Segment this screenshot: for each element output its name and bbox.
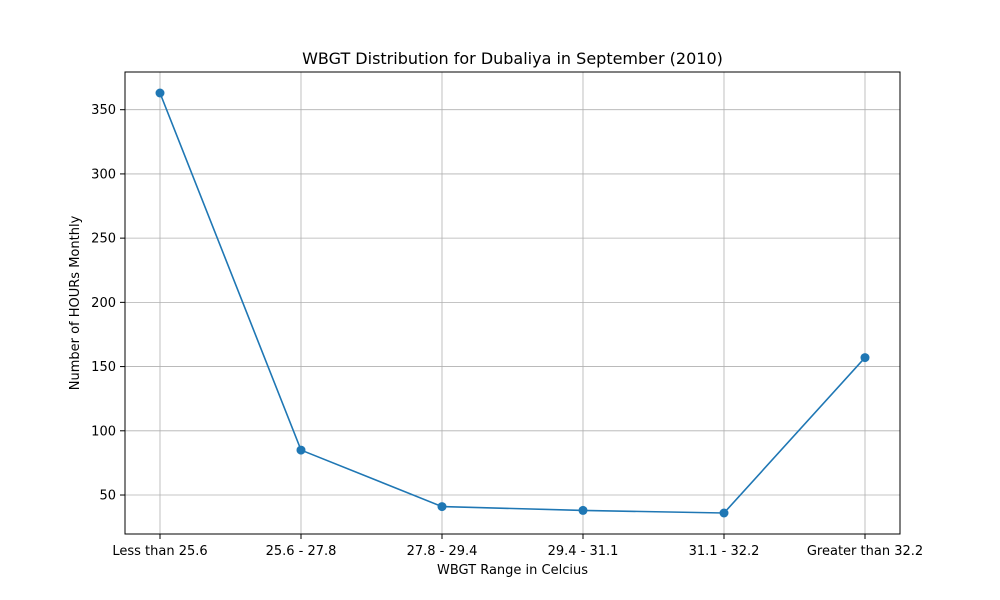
y-tick-label: 200: [91, 296, 116, 311]
x-tick-label: 25.6 - 27.8: [266, 544, 337, 559]
data-point: [437, 502, 447, 512]
y-tick-label: 250: [91, 232, 116, 247]
data-point: [578, 505, 588, 515]
data-point: [155, 88, 165, 98]
y-tick-label: 300: [91, 167, 116, 182]
y-tick-label: 100: [91, 424, 116, 439]
series-layer: [155, 88, 870, 518]
y-axis-label: Number of HOURs Monthly: [68, 215, 83, 390]
data-point: [860, 353, 870, 363]
y-tick-label: 350: [91, 103, 116, 118]
data-point: [719, 508, 729, 518]
x-tick-label: Less than 25.6: [112, 544, 207, 559]
ticks: Less than 25.6 25.6 - 27.8 27.8 - 29.4 29.4…: [91, 103, 923, 559]
y-tick-label: 150: [91, 360, 116, 375]
x-axis-label: WBGT Range in Celcius: [437, 563, 588, 578]
chart-title: WBGT Distribution for Dubaliya in Septem…: [302, 49, 723, 68]
data-point: [296, 445, 306, 455]
plot-frame: [124, 71, 901, 535]
grid-lines: [125, 72, 900, 534]
x-tick-label: 31.1 - 32.2: [689, 544, 760, 559]
x-tick-label: Greater than 32.2: [807, 544, 923, 559]
series-line: [159, 92, 866, 514]
y-tick-label: 50: [99, 489, 116, 504]
x-tick-label: 27.8 - 29.4: [407, 544, 478, 559]
x-tick-label: 29.4 - 31.1: [548, 544, 619, 559]
